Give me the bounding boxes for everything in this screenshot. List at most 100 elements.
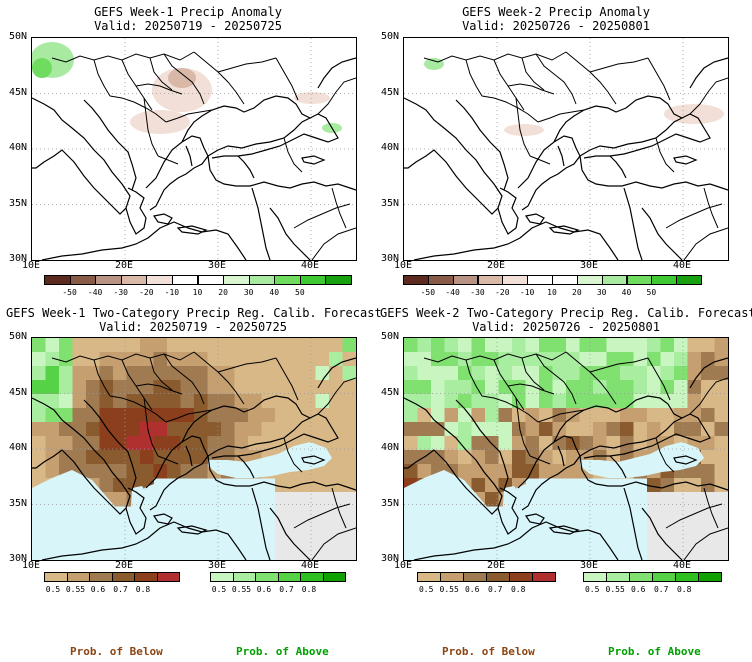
probability-cell [552,436,567,451]
probability-cell [647,366,661,381]
coastline [673,455,698,465]
colorbar-swatch [156,572,180,582]
country-border [275,57,299,101]
probability-cell [458,464,472,479]
country-border [529,455,551,465]
probability-cell [660,534,675,549]
probability-cell [180,408,195,423]
country-border [423,51,567,63]
country-border [535,53,577,105]
probability-cell [207,352,222,367]
probability-cell [180,394,195,409]
probability-cell [329,548,343,560]
probability-cell [512,450,526,465]
probability-cell [498,394,513,409]
probability-cell [674,520,688,535]
below-probability-colorbar: 0.5 0.55 0.6 0.7 0.8 [417,572,556,596]
probability-cell [417,464,432,479]
coastline [41,521,247,560]
country-border [109,395,167,423]
probability-cell [647,422,661,437]
probability-cell [674,548,688,560]
probability-cell [647,506,661,521]
probability-cell [329,520,343,535]
probability-cell [342,408,356,423]
probability-cell [86,464,100,479]
probability-cell [72,436,87,451]
probability-cell [315,366,330,381]
probability-cell [606,450,621,465]
probability-cell [288,394,303,409]
country-border [535,353,577,405]
probability-cell [471,464,486,479]
country-border [589,357,649,373]
probability-cell [687,520,702,535]
coastline [269,207,311,260]
probability-cell [140,422,154,437]
colorbar-swatch [463,572,487,582]
probability-cell [687,548,702,560]
probability-cell [417,422,432,437]
probability-cell [275,534,289,549]
colorbar-swatch [486,572,510,582]
probability-cell [660,338,675,353]
colorbar-tick-label: 0.7 [113,585,128,594]
probability-cell [302,506,316,521]
probability-cell [248,436,262,451]
longitude-label: 40E [300,560,320,571]
probability-cell [248,338,262,353]
probability-cell [444,422,459,437]
country-border [589,57,649,73]
probability-cell [32,338,46,353]
probability-cell [288,534,303,549]
probability-cell [485,450,499,465]
longitude-label: 20E [114,260,134,271]
probability-cell [248,380,262,395]
probability-cell [593,394,607,409]
probability-cell [167,422,181,437]
probability-cell [45,464,60,479]
probability-cell [701,366,715,381]
probability-cell [525,338,540,353]
coastline [301,155,326,165]
colorbar-swatch [675,572,699,582]
coastline [517,435,581,511]
probability-cell [248,366,262,381]
probability-cell [126,408,141,423]
probability-cell [288,380,303,395]
probability-cell [207,436,222,451]
probability-cell [113,422,127,437]
probability-cell [113,464,127,479]
anomaly-colorbar: -50 -40 -30 -20 -10 10 20 30 40 50 [44,275,352,299]
colorbar-tick-label: 40 [621,288,632,297]
coastline [623,487,643,560]
probability-cell [566,394,580,409]
probability-cell [275,548,289,560]
probability-cell [552,380,567,395]
probability-cell [647,380,661,395]
probability-cell [701,338,715,353]
probability-cell [207,338,222,353]
probability-cell [687,366,702,381]
probability-cell [417,352,432,367]
country-border [317,377,356,415]
probability-cell [687,338,702,353]
colorbar-tick-label: 0.7 [279,585,294,594]
probability-cell [302,422,316,437]
country-border [703,487,719,529]
probability-cell [302,338,316,353]
colorbar-tick-label: 0.8 [301,585,317,594]
coastline [557,145,565,167]
probability-cell [404,408,418,423]
colorbar-swatch [576,275,603,285]
probability-cell [342,394,356,409]
probability-cell [302,394,316,409]
probability-cell [302,366,316,381]
probability-cell [329,380,343,395]
probability-cell [417,408,432,423]
colorbar-swatch [44,572,68,582]
probability-cell [167,408,181,423]
probability-cell [525,436,540,451]
latitude-label: 40N [8,442,27,453]
colorbar-tick-label: -50 [62,288,77,297]
